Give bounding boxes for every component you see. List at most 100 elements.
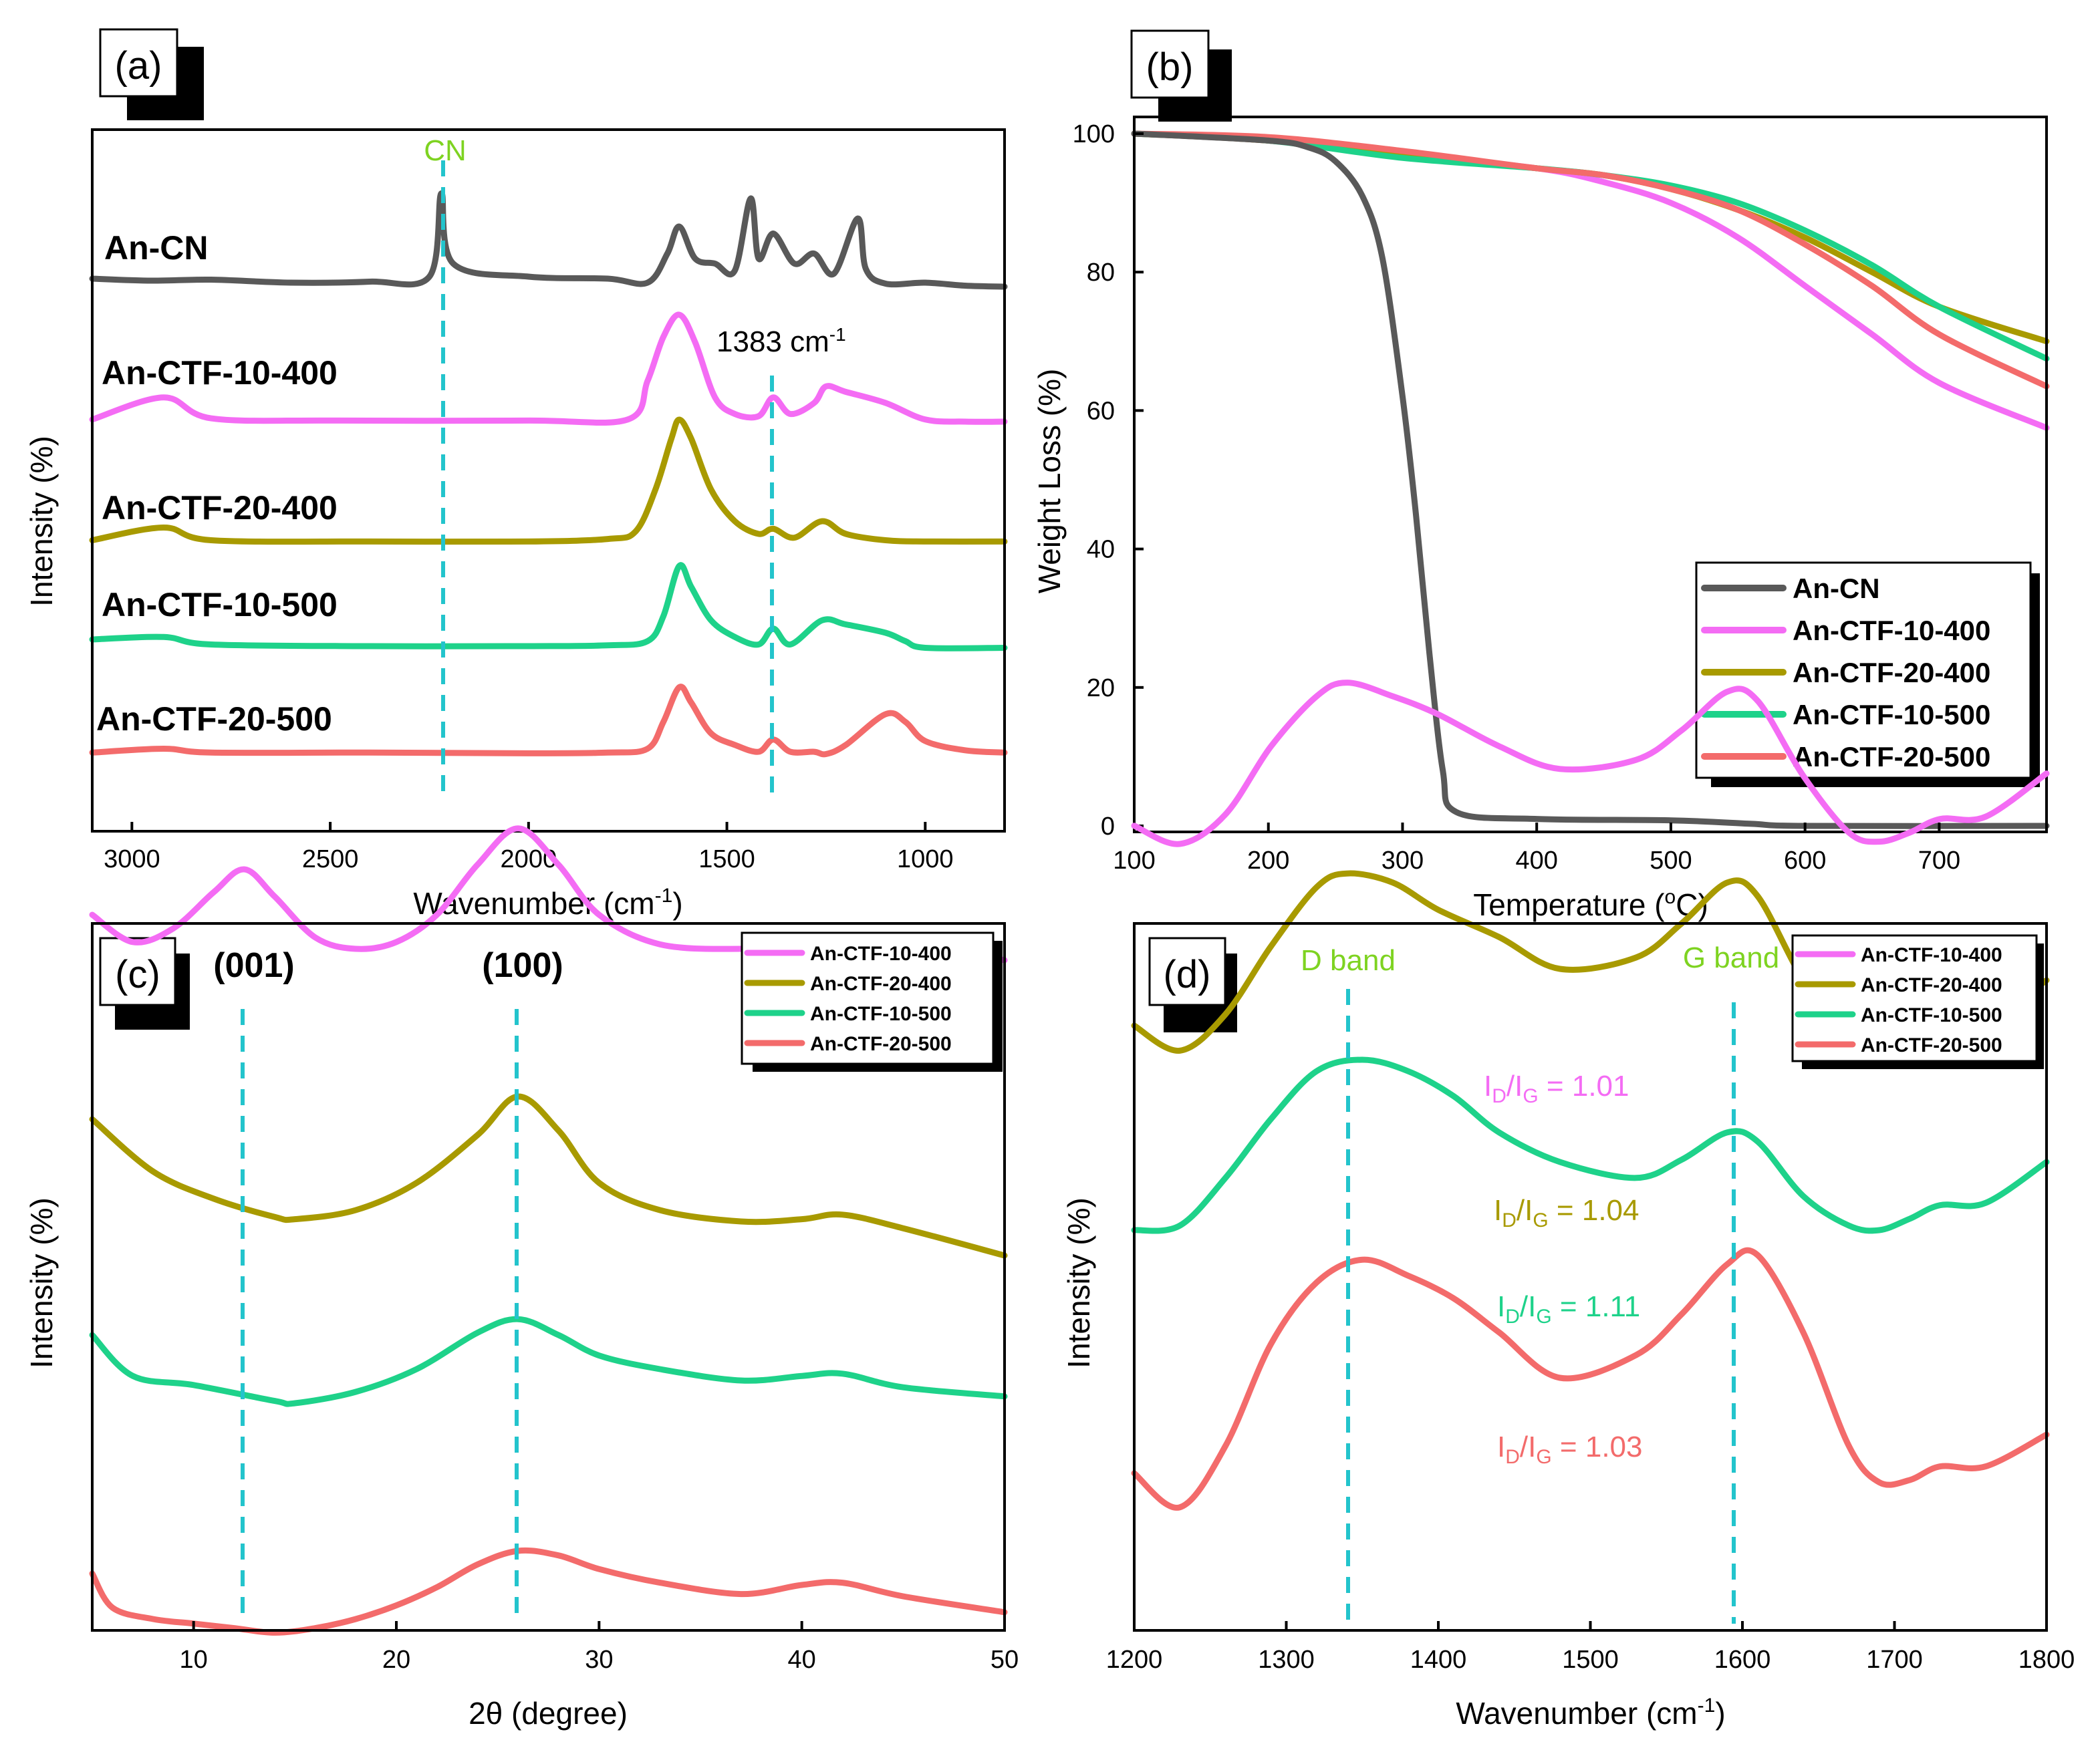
y-tick-label: 80 (1087, 259, 1115, 287)
series-an-ctf-20-500 (89, 684, 1008, 758)
series-an-ctf-20-400 (1131, 130, 2050, 345)
x-tick-label: 400 (1516, 847, 1558, 875)
x-tick-label: 1500 (698, 845, 755, 873)
x-tick-label: 100 (1113, 847, 1155, 875)
panel-c-legend: An-CTF-10-400 An-CTF-20-400 An-CTF-10-500 A… (741, 931, 1003, 1072)
panel-b-label: (b) (1146, 45, 1194, 89)
panel-c: (c) 10 20 30 40 50 (001) (100) 2θ (degree) I… (24, 825, 1019, 1731)
panel-d: (d) 1200 1300 1400 1500 1600 1700 1800 D band … (1061, 680, 2075, 1731)
series-an-ctf-10-400 (1131, 130, 2050, 431)
panel-c-ylabel: Intensity (%) (24, 1197, 59, 1368)
series-an-ctf-10-500 (89, 1316, 1008, 1407)
panel-d-legend: An-CTF-10-400 An-CTF-20-400 An-CTF-10-500 A… (1791, 934, 2044, 1069)
panel-c-legend-entries: An-CTF-10-400 An-CTF-20-400 An-CTF-10-500 A… (744, 943, 952, 1055)
cn-marker-label: CN (424, 134, 467, 167)
panel-b-plot-area (1131, 130, 2050, 829)
panel-b: (b) 100 200 300 400 500 600 700 0 20 40 60 80 100 Te… (1032, 29, 2050, 922)
panel-d-xlabel: Wavenumber (cm-1) (1456, 1695, 1725, 1731)
panel-d-xlabel-sup: -1 (1698, 1695, 1716, 1717)
series-an-cn (1131, 130, 2050, 829)
series-an-ctf-10-400 (89, 311, 1008, 426)
panel-b-axes: 100 200 300 400 500 600 700 0 20 40 60 80 100 (1073, 120, 1961, 875)
peak-001-label: (001) (213, 946, 294, 985)
legend-label-an-cn: An-CN (1793, 573, 1880, 604)
y-tick-label: 60 (1087, 397, 1115, 425)
series-an-ctf-20-400 (89, 416, 1008, 545)
panel-d-ylabel: Intensity (%) (1061, 1197, 1096, 1368)
label-an-cn: An-CN (104, 229, 209, 267)
panel-b-xlabel: Temperature (oC) (1473, 886, 1708, 922)
label-an-ctf-20-400: An-CTF-20-400 (102, 489, 338, 527)
x-tick-label: 1200 (1106, 1646, 1163, 1674)
label-an-ctf-20-500: An-CTF-20-500 (96, 700, 332, 738)
panel-a-label-box (99, 28, 178, 98)
peak-100-label: (100) (482, 946, 563, 985)
panel-d-label: (d) (1164, 953, 1211, 996)
legend-label-an-ctf-10-400: An-CTF-10-400 (1793, 615, 1990, 646)
legend-label-an-ctf-10-500: An-CTF-10-500 (1793, 699, 1990, 730)
panel-a: (a) 3000 2500 2000 1500 1000 CN 1383 cm-1 An… (24, 28, 1008, 921)
x-tick-label: 20 (382, 1646, 410, 1674)
ratio-label-an-ctf-10-400: ID/IG = 1.01 (1484, 1070, 1629, 1107)
series-an-ctf-10-500 (1131, 130, 2050, 362)
panel-d-label-box (1148, 937, 1226, 1006)
x-tick-label: 1600 (1714, 1646, 1771, 1674)
x-tick-label: 30 (585, 1646, 613, 1674)
panel-b-legend-entries: An-CN An-CTF-10-400 An-CTF-20-400 An-CTF-10… (1701, 573, 1990, 772)
legend-label-an-ctf-10-400: An-CTF-10-400 (810, 943, 952, 965)
panel-a-ylabel: Intensity (%) (24, 436, 59, 607)
panel-a-x-axis: 3000 2500 2000 1500 1000 (104, 822, 954, 873)
panel-b-label-box (1130, 29, 1210, 99)
series-an-ctf-20-500 (1131, 1247, 2050, 1511)
y-tick-label: 20 (1087, 674, 1115, 702)
legend-label-an-ctf-10-400: An-CTF-10-400 (1861, 944, 2002, 966)
label-an-ctf-10-500: An-CTF-10-500 (102, 586, 338, 623)
series-an-ctf-20-500 (89, 1547, 1008, 1636)
legend-label-an-ctf-10-500: An-CTF-10-500 (1861, 1004, 2002, 1026)
y-tick-label: 40 (1087, 536, 1115, 564)
marker-1383-label: 1383 cm-1 (716, 324, 846, 358)
panel-b-legend: An-CN An-CTF-10-400 An-CTF-20-400 An-CTF-10… (1695, 561, 2040, 787)
d-band-label: D band (1301, 944, 1396, 977)
series-an-ctf-20-400 (89, 1093, 1008, 1259)
x-tick-label: 1800 (2018, 1646, 2075, 1674)
panel-c-label-box (99, 937, 176, 1006)
x-tick-label: 10 (180, 1646, 208, 1674)
x-tick-label: 1500 (1562, 1646, 1619, 1674)
series-an-ctf-10-400 (1131, 680, 2050, 847)
x-tick-label: 3000 (104, 845, 160, 873)
panel-a-frame (91, 128, 1006, 833)
panel-d-xlabel-end: ) (1715, 1696, 1725, 1731)
panel-d-xlabel-main: Wavenumber (cm (1456, 1696, 1697, 1731)
panel-d-legend-entries: An-CTF-10-400 An-CTF-20-400 An-CTF-10-500 A… (1795, 944, 2002, 1056)
panel-b-ylabel: Weight Loss (%) (1032, 369, 1067, 594)
panel-c-frame (91, 922, 1006, 1632)
panel-b-xlabel-sup: o (1665, 886, 1676, 908)
panel-d-ratio-labels: ID/IG = 1.01 ID/IG = 1.04 ID/IG = 1.11 ID/I… (1484, 1070, 1642, 1468)
marker-1383-sup: -1 (829, 324, 846, 345)
series-an-cn (89, 190, 1008, 290)
y-tick-label: 0 (1101, 813, 1115, 841)
panel-b-frame (1133, 116, 2048, 833)
panel-c-label: (c) (115, 953, 160, 996)
x-tick-label: 600 (1784, 847, 1826, 875)
x-tick-label: 1300 (1258, 1646, 1315, 1674)
legend-label-an-ctf-10-500: An-CTF-10-500 (810, 1003, 952, 1025)
legend-label-an-ctf-20-400: An-CTF-20-400 (810, 973, 952, 995)
legend-label-an-ctf-20-500: An-CTF-20-500 (810, 1033, 952, 1055)
x-tick-label: 1700 (1866, 1646, 1923, 1674)
legend-label-an-ctf-20-400: An-CTF-20-400 (1861, 974, 2002, 996)
legend-label-an-ctf-20-400: An-CTF-20-400 (1793, 657, 1990, 688)
x-tick-label: 200 (1247, 847, 1289, 875)
x-tick-label: 700 (1918, 847, 1960, 875)
series-an-ctf-20-500 (1131, 130, 2050, 390)
legend-label-an-ctf-20-500: An-CTF-20-500 (1793, 741, 1990, 772)
panel-b-xlabel-main: Temperature ( (1473, 887, 1665, 922)
x-tick-label: 40 (788, 1646, 816, 1674)
panel-c-x-axis: 10 20 30 40 50 (180, 1621, 1019, 1674)
panel-a-label: (a) (115, 44, 162, 88)
series-an-ctf-10-500 (89, 562, 1008, 651)
label-an-ctf-10-400: An-CTF-10-400 (102, 354, 338, 392)
y-tick-label: 100 (1073, 120, 1115, 148)
